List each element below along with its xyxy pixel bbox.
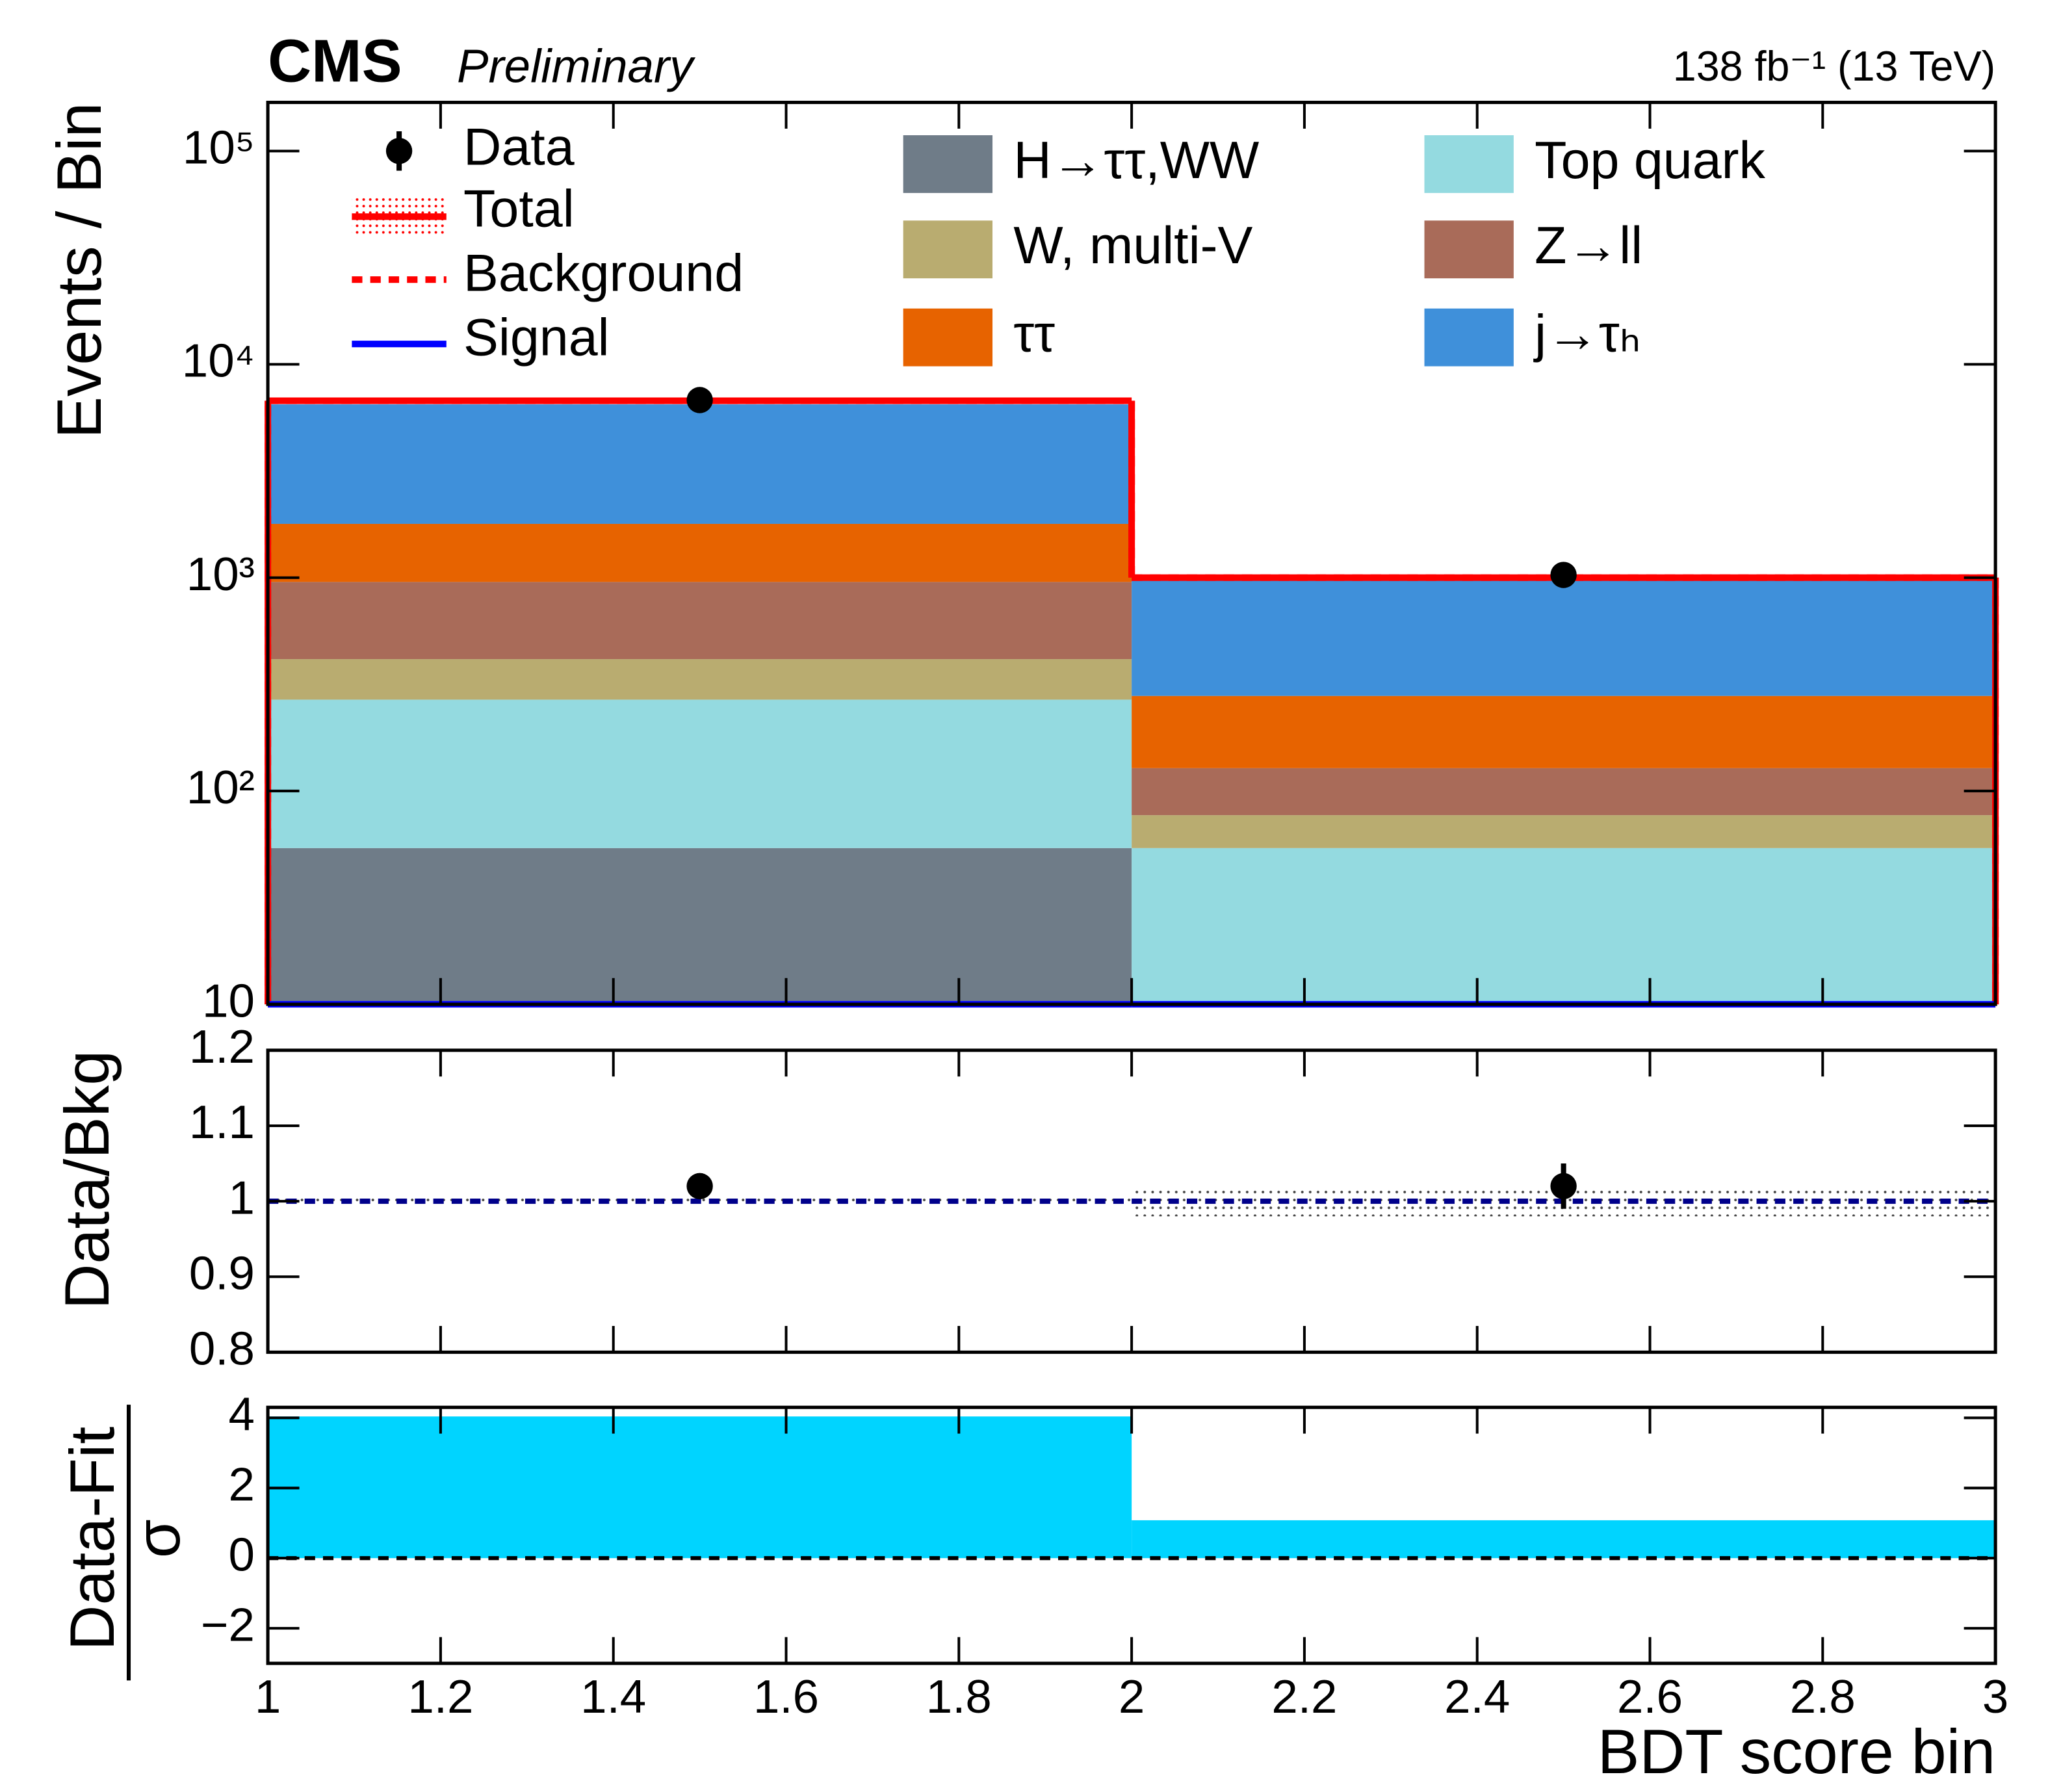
y-tick-label: 1.1 — [189, 1096, 255, 1149]
data-point — [1550, 562, 1577, 588]
y-axis-title: σ — [122, 1519, 193, 1558]
y-axis-title: Events / Bin — [44, 103, 114, 439]
legend-label: H→ττ,WW — [1013, 131, 1259, 190]
legend-label: Z→ll — [1535, 216, 1642, 275]
x-tick-label: 2.2 — [1271, 1670, 1337, 1723]
data-point — [1550, 1173, 1577, 1200]
y-tick-label: 10³ — [187, 548, 255, 601]
y-axis-title: Data-Fit — [57, 1427, 127, 1651]
y-tick-label: −2 — [201, 1598, 255, 1651]
x-tick-label: 2.8 — [1790, 1670, 1856, 1723]
legend-swatch — [903, 220, 993, 279]
x-tick-label: 3 — [1982, 1670, 2008, 1723]
experiment: CMS — [268, 27, 402, 95]
y-tick-label: 1 — [228, 1171, 254, 1224]
legend-marker — [385, 138, 413, 164]
lumi: 138 fb⁻¹ (13 TeV) — [1673, 42, 1995, 90]
legend-swatch — [1424, 135, 1514, 193]
y-tick-label: 0.9 — [189, 1247, 255, 1299]
x-tick-label: 2.6 — [1617, 1670, 1683, 1723]
y-tick-label: 10² — [187, 761, 255, 814]
frame — [266, 1405, 1997, 1665]
y-axis-title: Data/Bkg — [51, 1050, 122, 1310]
frame — [266, 101, 1997, 1006]
x-tick-label: 1.2 — [408, 1670, 473, 1723]
x-tick-label: 1 — [255, 1670, 281, 1723]
y-tick-label: 4 — [228, 1388, 254, 1441]
stack-bar — [268, 404, 1132, 524]
stack-bar — [1132, 578, 1996, 696]
frame — [266, 1048, 1997, 1354]
stack-bar — [1132, 768, 1996, 816]
legend-label: Signal — [463, 308, 610, 367]
data-point — [686, 1173, 713, 1200]
x-tick-label: 1.6 — [753, 1670, 819, 1723]
stack-bar — [268, 659, 1132, 700]
legend-label: Top quark — [1535, 131, 1765, 190]
stack-bar — [268, 523, 1132, 582]
x-tick-label: 1.4 — [580, 1670, 646, 1723]
x-tick-label: 2 — [1119, 1670, 1145, 1723]
y-tick-label: 10 — [202, 974, 255, 1027]
y-tick-label: 10⁵ — [183, 122, 255, 174]
legend-label: Total — [463, 180, 575, 239]
legend-swatch — [1424, 220, 1514, 279]
stack-bar — [1132, 848, 1996, 1005]
y-tick-label: 2 — [228, 1458, 254, 1511]
pull-bar — [268, 1416, 1132, 1559]
legend-label: W, multi-V — [1013, 216, 1252, 275]
legend-label: Background — [463, 244, 744, 303]
stack-bar — [1132, 815, 1996, 848]
stack-bar — [268, 848, 1132, 1005]
legend-swatch — [903, 135, 993, 193]
y-tick-label: 0 — [228, 1528, 254, 1581]
stack-bar — [1132, 695, 1996, 768]
x-tick-label: 1.8 — [926, 1670, 992, 1723]
legend-label: ττ — [1013, 304, 1055, 363]
pull-bar — [1132, 1520, 1996, 1559]
data-point — [686, 387, 713, 413]
x-tick-label: 2.4 — [1444, 1670, 1510, 1723]
legend-label: Data — [463, 118, 575, 177]
stack-bar — [268, 699, 1132, 848]
legend-swatch — [903, 308, 993, 367]
y-tick-label: 0.8 — [189, 1323, 255, 1375]
x-axis-title: BDT score bin — [1598, 1716, 1995, 1787]
stack-bar — [268, 582, 1132, 660]
status: Preliminary — [457, 40, 696, 92]
legend-label: j→τₕ — [1533, 304, 1640, 363]
y-tick-label: 10⁴ — [182, 335, 255, 387]
y-tick-label: 1.2 — [189, 1020, 255, 1073]
legend-swatch — [1424, 308, 1514, 367]
